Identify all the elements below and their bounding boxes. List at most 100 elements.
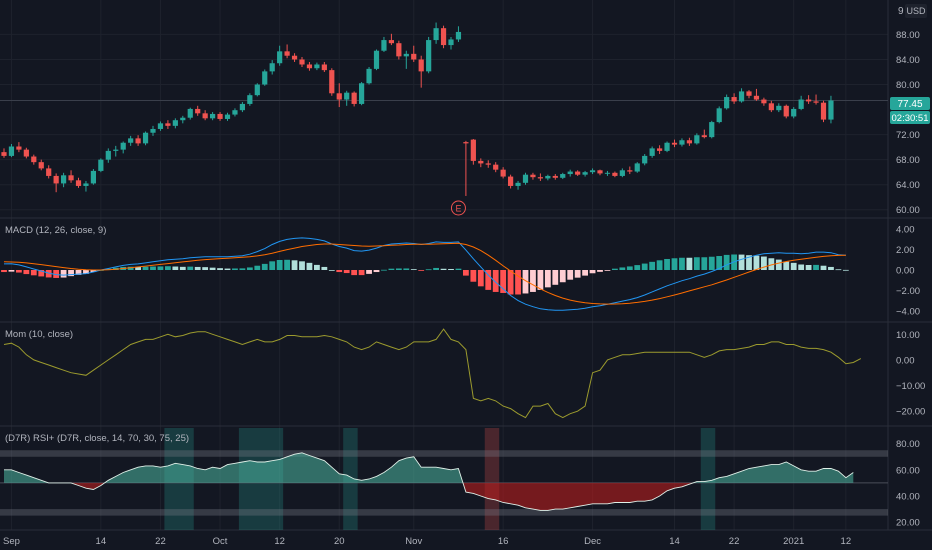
candle-body[interactable] [552,175,558,178]
candle-body[interactable] [776,105,782,111]
candle-body[interactable] [493,164,499,170]
candle-body[interactable] [373,50,380,69]
candle-body[interactable] [701,135,707,138]
candle-body[interactable] [83,183,89,186]
candle-body[interactable] [470,139,476,161]
candle-body[interactable] [530,174,536,178]
candle-body[interactable] [314,64,320,69]
candle-body[interactable] [46,168,52,176]
candle-body[interactable] [210,113,216,119]
candle-body[interactable] [537,177,543,179]
momentum-title[interactable]: Mom (10, close) [5,329,73,340]
time-axis[interactable]: Sep 14 22 Oct 12 20 Nov 16 Dec 14 22 2021 12 [3,536,851,547]
candle-body[interactable] [746,91,752,96]
earnings-marker[interactable]: E [450,200,466,216]
candle-body[interactable] [336,93,342,100]
candle-body[interactable] [657,148,663,151]
candle-body[interactable] [664,142,670,151]
candle-body[interactable] [217,113,223,119]
candle-body[interactable] [8,146,15,156]
candle-body[interactable] [694,135,700,144]
candle-body[interactable] [351,92,357,104]
candle-body[interactable] [463,142,469,144]
candle-body[interactable] [560,174,566,178]
candle-body[interactable] [828,100,834,120]
candle-body[interactable] [157,123,164,129]
candle-body[interactable] [195,108,201,114]
candle-body[interactable] [232,110,238,115]
candle-body[interactable] [686,140,692,144]
candle-body[interactable] [329,70,335,94]
candle-body[interactable] [791,108,797,117]
candle-body[interactable] [403,53,409,57]
currency-badge[interactable] [905,4,927,18]
price-pane[interactable] [0,22,888,196]
candle-body[interactable] [291,55,298,60]
candle-body[interactable] [448,39,454,46]
candle-body[interactable] [150,128,156,133]
candle-body[interactable] [806,99,812,102]
candle-body[interactable] [262,71,268,85]
candle-body[interactable] [135,138,141,144]
candle-body[interactable] [522,174,529,183]
candle-body[interactable] [634,163,640,172]
candle-body[interactable] [671,142,678,145]
candle-body[interactable] [381,40,387,51]
candle-body[interactable] [247,95,253,104]
candle-body[interactable] [165,123,171,126]
candle-body[interactable] [738,91,745,102]
candle-body[interactable] [485,163,491,165]
candle-body[interactable] [411,53,417,60]
candle-body[interactable] [239,103,245,111]
candle-body[interactable] [545,175,551,179]
candle-body[interactable] [649,148,655,156]
rsi-title[interactable]: (D7R) RSI+ (D7R, close, 14, 70, 30, 75, … [5,433,189,444]
momentum-pane[interactable] [3,328,862,419]
candle-body[interactable] [597,170,603,174]
macd-title[interactable]: MACD (12, 26, close, 9) [5,225,106,236]
rsi-axis[interactable]: 80.00 60.00 40.00 20.00 [896,439,920,528]
candle-body[interactable] [113,149,119,151]
candle-body[interactable] [679,140,685,145]
candle-body[interactable] [589,170,596,173]
candle-body[interactable] [575,171,581,175]
candle-body[interactable] [642,155,648,164]
candle-body[interactable] [500,169,506,177]
candle-body[interactable] [23,149,29,157]
candle-body[interactable] [284,51,290,56]
candle-body[interactable] [709,122,715,138]
candle-body[interactable] [753,95,760,100]
candle-body[interactable] [53,175,59,184]
candle-body[interactable] [321,64,327,71]
candle-body[interactable] [142,132,149,144]
candle-body[interactable] [277,51,283,64]
candle-body[interactable] [813,101,819,103]
candle-body[interactable] [783,105,789,117]
candle-body[interactable] [1,152,7,156]
candle-body[interactable] [180,117,186,121]
candle-body[interactable] [16,146,22,150]
candle-body[interactable] [306,64,313,69]
candle-body[interactable] [567,171,573,175]
candle-body[interactable] [612,172,618,176]
candle-body[interactable] [224,114,231,119]
candle-body[interactable] [128,138,134,143]
candle-body[interactable] [478,160,484,164]
candle-body[interactable] [269,63,275,72]
candle-body[interactable] [388,40,394,44]
candle-body[interactable] [433,28,439,41]
candle-body[interactable] [724,97,730,109]
candle-body[interactable] [120,142,126,150]
price-axis[interactable]: 88.00 84.00 80.00 72.00 68.00 64.00 60.00 [896,30,920,216]
candle-body[interactable] [366,68,372,84]
candle-body[interactable] [418,59,424,72]
candle-body[interactable] [768,103,774,111]
candle-body[interactable] [761,99,767,104]
rsi-pane[interactable] [0,450,888,516]
candle-body[interactable] [31,156,37,163]
candle-body[interactable] [172,120,178,126]
candle-body[interactable] [254,84,260,96]
candle-body[interactable] [75,180,82,186]
candle-body[interactable] [604,172,611,174]
